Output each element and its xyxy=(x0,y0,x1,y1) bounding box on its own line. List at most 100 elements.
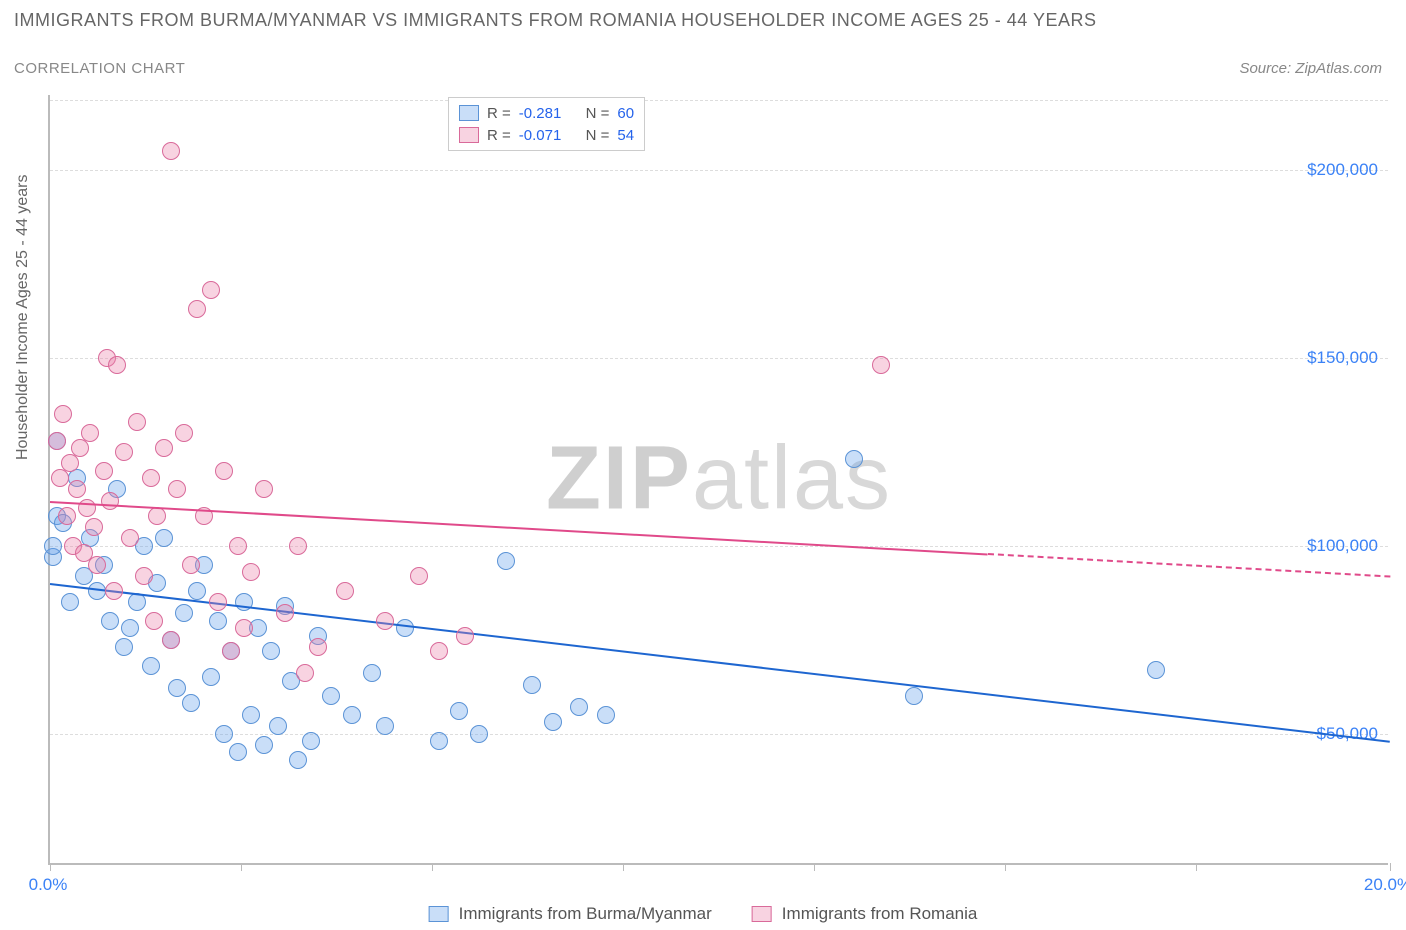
data-point xyxy=(215,462,233,480)
data-point xyxy=(162,142,180,160)
data-point xyxy=(363,664,381,682)
r-value: -0.281 xyxy=(519,105,562,122)
data-point xyxy=(336,582,354,600)
data-point xyxy=(188,300,206,318)
data-point xyxy=(81,424,99,442)
data-point xyxy=(85,518,103,536)
legend-label: Immigrants from Burma/Myanmar xyxy=(459,904,712,924)
trend-line xyxy=(50,501,988,556)
data-point xyxy=(276,604,294,622)
data-point xyxy=(175,604,193,622)
data-point xyxy=(222,642,240,660)
r-value: -0.071 xyxy=(519,127,562,144)
x-tick xyxy=(1005,863,1006,871)
data-point xyxy=(142,657,160,675)
data-point xyxy=(115,638,133,656)
data-point xyxy=(101,612,119,630)
legend-item-burma: Immigrants from Burma/Myanmar xyxy=(429,904,712,924)
gridline xyxy=(50,734,1388,735)
data-point xyxy=(155,529,173,547)
x-tick xyxy=(241,863,242,871)
data-point xyxy=(430,732,448,750)
data-point xyxy=(54,405,72,423)
data-point xyxy=(202,668,220,686)
data-point xyxy=(544,713,562,731)
x-tick xyxy=(432,863,433,871)
data-point xyxy=(1147,661,1165,679)
data-point xyxy=(95,462,113,480)
swatch-icon xyxy=(429,906,449,922)
data-point xyxy=(108,356,126,374)
data-point xyxy=(155,439,173,457)
data-point xyxy=(44,537,62,555)
data-point xyxy=(71,439,89,457)
data-point xyxy=(182,556,200,574)
data-point xyxy=(289,537,307,555)
gridline xyxy=(50,546,1388,547)
data-point xyxy=(101,492,119,510)
chart-title: IMMIGRANTS FROM BURMA/MYANMAR VS IMMIGRA… xyxy=(14,10,1096,31)
x-tick-label: 20.0% xyxy=(1364,875,1406,895)
x-tick xyxy=(1390,863,1391,871)
data-point xyxy=(289,751,307,769)
n-value: 54 xyxy=(617,127,634,144)
data-point xyxy=(430,642,448,660)
data-point xyxy=(145,612,163,630)
data-point xyxy=(162,631,180,649)
data-point xyxy=(61,454,79,472)
data-point xyxy=(343,706,361,724)
stats-row: R =-0.071 N =54 xyxy=(459,124,634,146)
x-tick-label: 0.0% xyxy=(29,875,68,895)
source-label: Source: ZipAtlas.com xyxy=(1239,60,1382,77)
data-point xyxy=(570,698,588,716)
n-value: 60 xyxy=(617,105,634,122)
x-tick xyxy=(50,863,51,871)
data-point xyxy=(470,725,488,743)
data-point xyxy=(61,593,79,611)
data-point xyxy=(229,743,247,761)
data-point xyxy=(410,567,428,585)
stats-row: R = -0.281 N = 60 xyxy=(459,102,634,124)
data-point xyxy=(105,582,123,600)
data-point xyxy=(215,725,233,743)
n-label: N = xyxy=(586,127,610,144)
data-point xyxy=(872,356,890,374)
data-point xyxy=(450,702,468,720)
data-point xyxy=(302,732,320,750)
data-point xyxy=(188,582,206,600)
data-point xyxy=(115,443,133,461)
data-point xyxy=(597,706,615,724)
data-point xyxy=(396,619,414,637)
data-point xyxy=(202,281,220,299)
data-point xyxy=(142,469,160,487)
gridline xyxy=(50,170,1388,171)
data-point xyxy=(88,556,106,574)
data-point xyxy=(58,507,76,525)
data-point xyxy=(135,567,153,585)
y-tick-label: $200,000 xyxy=(1307,160,1378,180)
x-tick xyxy=(623,863,624,871)
legend-label: Immigrants from Romania xyxy=(782,904,978,924)
data-point xyxy=(209,593,227,611)
data-point xyxy=(121,529,139,547)
y-tick-label: $100,000 xyxy=(1307,536,1378,556)
data-point xyxy=(235,619,253,637)
data-point xyxy=(48,432,66,450)
data-point xyxy=(242,706,260,724)
r-label: R = xyxy=(487,105,511,122)
swatch-icon xyxy=(752,906,772,922)
data-point xyxy=(905,687,923,705)
n-label: N = xyxy=(586,105,610,122)
swatch-icon xyxy=(459,105,479,121)
data-point xyxy=(242,563,260,581)
stats-legend: R = -0.281 N = 60R = -0.071 N = 54 xyxy=(448,97,645,151)
plot-area: ZIPatlas $50,000$100,000$150,000$200,000 xyxy=(48,95,1388,865)
data-point xyxy=(296,664,314,682)
trend-line-dashed xyxy=(988,553,1390,578)
data-point xyxy=(182,694,200,712)
y-tick-label: $150,000 xyxy=(1307,348,1378,368)
data-point xyxy=(262,642,280,660)
y-axis-label: Householder Income Ages 25 - 44 years xyxy=(14,175,32,461)
bottom-legend: Immigrants from Burma/Myanmar Immigrants… xyxy=(429,904,978,924)
data-point xyxy=(175,424,193,442)
